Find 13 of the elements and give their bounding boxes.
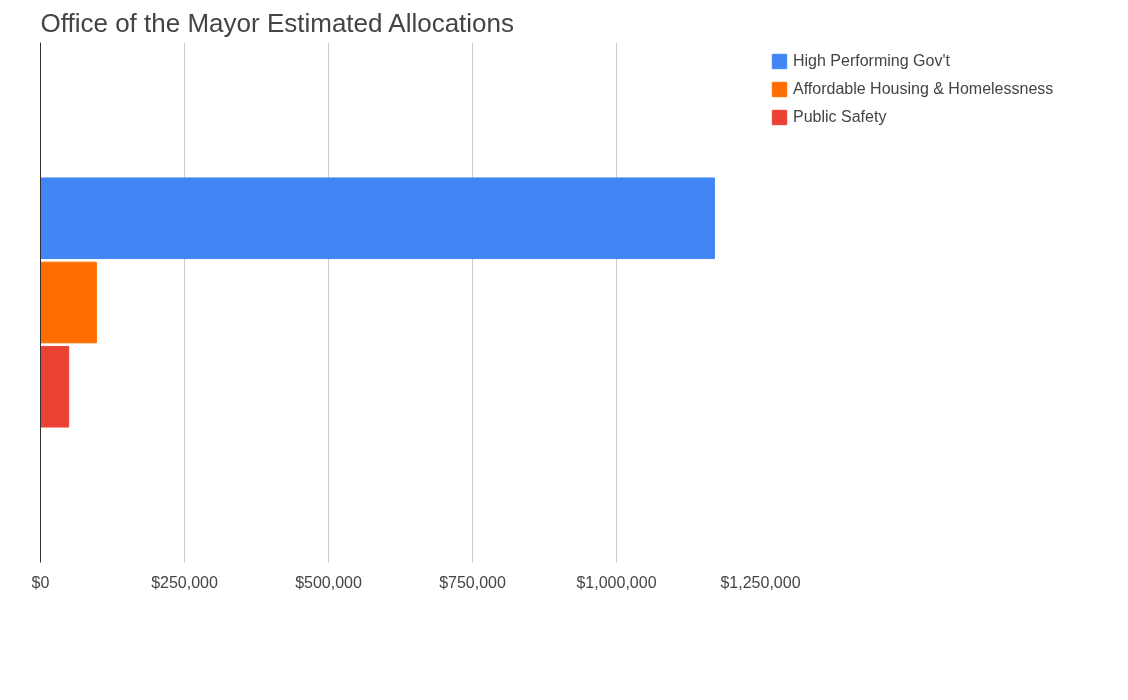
legend-label: Affordable Housing & Homelessness [793, 80, 1054, 98]
x-tick-label: $1,000,000 [576, 573, 657, 591]
legend-label: Public Safety [793, 108, 887, 126]
x-tick-label: $1,250,000 [720, 573, 801, 591]
x-tick-label: $250,000 [151, 573, 218, 591]
chart-title: Office of the Mayor Estimated Allocations [40, 7, 515, 38]
x-tick-label: $0 [31, 573, 50, 591]
x-tick-label: $750,000 [439, 573, 506, 591]
bar [40, 345, 70, 428]
bar [40, 261, 97, 344]
legend-label: High Performing Gov't [793, 52, 950, 70]
x-tick-label: $500,000 [295, 573, 362, 591]
bar [40, 177, 715, 260]
